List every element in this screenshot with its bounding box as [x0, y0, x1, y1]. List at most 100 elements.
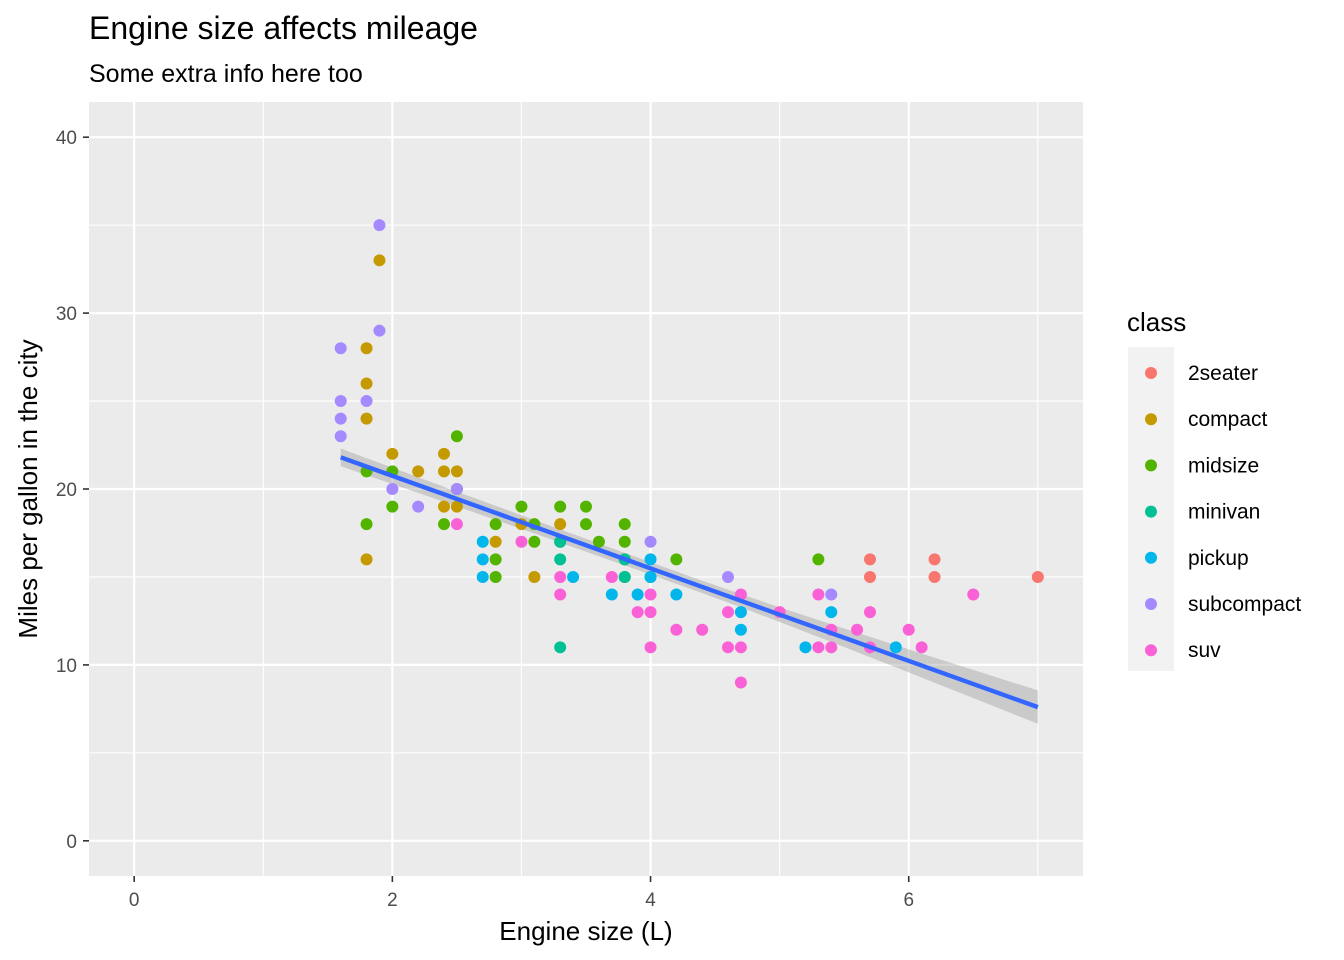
data-point-subcompact: [373, 324, 386, 337]
data-point-suv: [902, 623, 915, 636]
data-point-2seater: [928, 553, 941, 566]
data-point-midsize: [618, 518, 631, 531]
legend-label-suv: suv: [1188, 639, 1221, 662]
data-point-pickup: [670, 588, 683, 601]
legend-label-subcompact: subcompact: [1188, 593, 1301, 616]
data-point-midsize: [438, 518, 450, 531]
y-axis-title: Miles per gallon in the city: [13, 339, 43, 638]
data-point-suv: [554, 570, 567, 583]
data-point-pickup: [567, 570, 580, 583]
data-point-midsize: [554, 500, 567, 513]
y-tick-label: 20: [56, 480, 77, 501]
y-tick-label: 10: [56, 656, 77, 677]
data-point-midsize: [515, 500, 528, 513]
data-point-pickup: [734, 606, 747, 619]
legend-label-compact: compact: [1188, 408, 1268, 431]
legend-label-pickup: pickup: [1188, 547, 1249, 570]
data-point-suv: [825, 641, 838, 654]
data-point-midsize: [489, 570, 502, 583]
x-axis-tick-labels: 0 2 4 6: [129, 890, 914, 911]
legend-label-minivan: minivan: [1188, 501, 1260, 524]
data-point-2seater: [1031, 570, 1044, 583]
data-point-compact: [438, 465, 450, 478]
data-points: [334, 219, 1044, 689]
data-point-suv: [696, 623, 709, 636]
x-tick-label: 2: [387, 890, 398, 911]
y-tick-label: 30: [56, 304, 77, 325]
data-point-pickup: [644, 570, 657, 583]
data-point-midsize: [592, 535, 605, 548]
data-point-subcompact: [334, 430, 347, 443]
y-axis-tick-labels: 0 10 20 30 40: [56, 128, 77, 853]
data-point-suv: [734, 641, 747, 654]
data-point-suv: [554, 588, 567, 601]
legend-label-midsize: midsize: [1188, 454, 1259, 477]
data-point-2seater: [928, 570, 941, 583]
legend-key-pickup: [1145, 551, 1157, 564]
regression-line: [339, 455, 1039, 710]
data-point-midsize: [450, 430, 463, 443]
data-point-compact: [450, 465, 463, 478]
data-point-suv: [631, 606, 644, 619]
data-point-pickup: [476, 535, 489, 548]
confidence-band-area: [340, 448, 1038, 724]
data-point-pickup: [644, 553, 657, 566]
data-point-compact: [528, 570, 541, 583]
data-point-compact: [450, 500, 463, 513]
data-point-suv: [812, 588, 825, 601]
y-tick-label: 40: [56, 128, 77, 149]
data-point-pickup: [605, 588, 618, 601]
data-point-2seater: [864, 553, 876, 566]
data-point-minivan: [618, 570, 631, 583]
data-point-compact: [373, 254, 386, 267]
data-point-subcompact: [334, 342, 347, 355]
data-point-suv: [722, 641, 734, 654]
data-point-suv: [864, 606, 876, 619]
legend-key-subcompact: [1145, 598, 1157, 610]
data-point-compact: [554, 518, 567, 531]
data-point-compact: [386, 447, 399, 460]
data-point-subcompact: [334, 412, 347, 425]
data-point-minivan: [554, 553, 567, 566]
legend-key-minivan: [1145, 505, 1157, 518]
legend-key-2seater: [1145, 367, 1157, 379]
data-point-pickup: [476, 553, 489, 566]
data-point-midsize: [812, 553, 825, 566]
data-point-compact: [438, 447, 450, 460]
data-point-subcompact: [334, 395, 347, 408]
x-tick-label: 0: [129, 890, 140, 911]
x-tick-label: 4: [645, 890, 656, 911]
data-point-subcompact: [825, 588, 838, 601]
data-point-pickup: [631, 588, 644, 601]
data-point-suv: [644, 606, 657, 619]
data-point-suv: [734, 676, 747, 689]
chart-subtitle: Some extra info here too: [89, 60, 363, 88]
data-point-midsize: [489, 553, 502, 566]
legend-key-compact: [1145, 413, 1157, 426]
data-point-midsize: [670, 553, 683, 566]
trend-line: [339, 455, 1039, 710]
data-point-compact: [438, 500, 450, 513]
data-point-compact: [360, 342, 373, 355]
data-point-subcompact: [386, 483, 399, 495]
legend: class 2seater compact midsize minivan pickup…: [1127, 307, 1301, 671]
data-point-midsize: [580, 518, 592, 531]
data-point-midsize: [528, 535, 541, 548]
legend-title: class: [1127, 307, 1186, 337]
data-point-midsize: [386, 500, 399, 513]
confidence-band: [340, 448, 1038, 724]
data-point-midsize: [580, 500, 592, 513]
data-point-suv: [812, 641, 825, 654]
data-point-suv: [515, 535, 528, 548]
data-point-minivan: [554, 641, 567, 654]
data-point-suv: [605, 570, 618, 583]
data-point-subcompact: [722, 570, 734, 583]
data-point-compact: [412, 465, 425, 478]
data-point-subcompact: [450, 483, 463, 495]
legend-key-midsize: [1145, 459, 1157, 472]
data-point-pickup: [476, 570, 489, 583]
legend-label-2seater: 2seater: [1188, 362, 1258, 385]
data-point-suv: [722, 606, 734, 619]
data-point-2seater: [864, 570, 876, 583]
